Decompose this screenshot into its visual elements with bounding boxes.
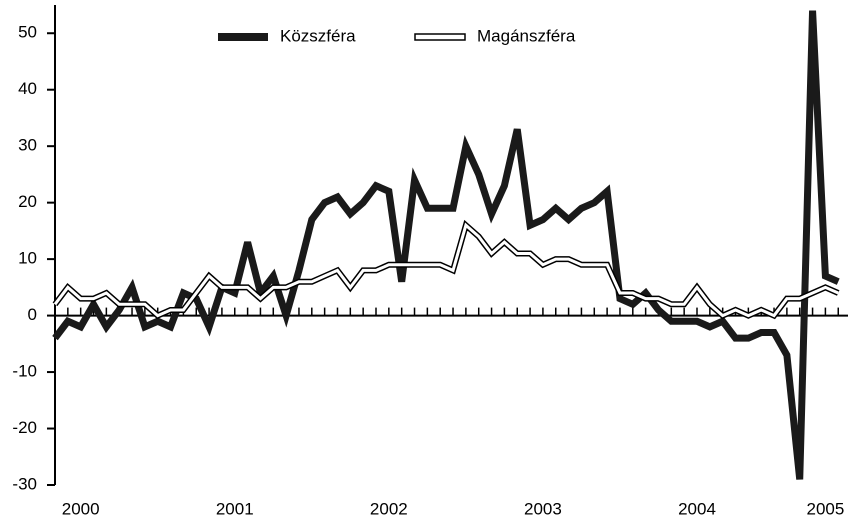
series-line xyxy=(52,10,840,480)
y-tick-label: 0 xyxy=(28,305,37,324)
y-tick-label: 40 xyxy=(18,79,37,98)
y-tick-label: 30 xyxy=(18,136,37,155)
y-tick-label: -10 xyxy=(12,362,37,381)
y-tick-label: 50 xyxy=(18,23,37,42)
y-tick-label: 10 xyxy=(18,249,37,268)
legend-swatch xyxy=(414,33,466,41)
x-tick-label: 2004 xyxy=(678,499,716,518)
x-tick-label: 2000 xyxy=(62,499,100,518)
y-tick-label: -30 xyxy=(12,474,37,493)
series-line xyxy=(53,222,839,318)
x-tick-label: 2002 xyxy=(370,499,408,518)
legend-label: Közszféra xyxy=(280,26,356,45)
x-tick-label: 2005 xyxy=(806,499,844,518)
y-tick-label: 20 xyxy=(18,192,37,211)
x-tick-label: 2003 xyxy=(524,499,562,518)
series-line-outline xyxy=(52,219,840,320)
y-tick-label: -20 xyxy=(12,418,37,437)
x-tick-label: 2001 xyxy=(216,499,254,518)
legend-label: Magánszféra xyxy=(477,26,576,45)
legend-swatch xyxy=(218,33,268,41)
